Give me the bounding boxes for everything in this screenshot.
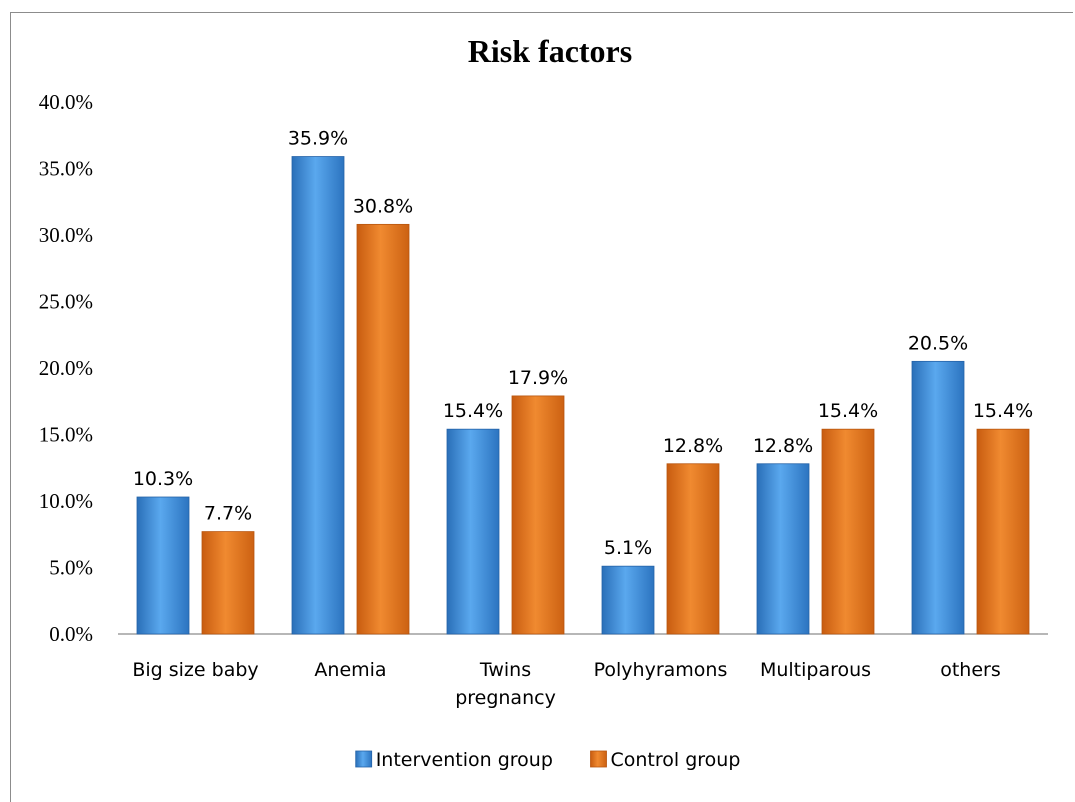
data-label: 7.7% (204, 503, 252, 525)
y-tick-label: 0.0% (49, 622, 93, 646)
y-tick-label: 5.0% (49, 556, 93, 580)
legend-label: Control group (611, 749, 741, 771)
bar-intervention (291, 156, 345, 635)
bar-intervention (911, 360, 965, 635)
x-tick-label: Polyhyramons (594, 659, 728, 681)
y-tick-label: 20.0% (39, 356, 93, 380)
chart-title: Risk factors (468, 33, 632, 69)
x-tick-label: Multiparous (760, 659, 871, 681)
data-label: 15.4% (443, 400, 503, 422)
bar-control (356, 223, 410, 635)
legend-swatch-control (590, 750, 607, 768)
data-label: 35.9% (288, 128, 348, 150)
x-tick-label: Twins (479, 659, 531, 681)
data-label: 15.4% (818, 400, 878, 422)
bar-intervention (756, 463, 810, 635)
bar-intervention (136, 496, 190, 635)
data-label: 15.4% (973, 400, 1033, 422)
y-tick-label: 10.0% (39, 489, 93, 513)
x-tick-label: Anemia (314, 659, 386, 681)
bar-control (821, 428, 875, 635)
data-label: 12.8% (753, 435, 813, 457)
data-label: 5.1% (604, 537, 652, 559)
x-tick-label: others (940, 659, 1001, 681)
data-label: 20.5% (908, 332, 968, 354)
y-tick-label: 40.0% (39, 90, 93, 114)
bar-control (666, 463, 720, 635)
y-tick-label: 35.0% (39, 157, 93, 181)
data-label: 12.8% (663, 435, 723, 457)
bar-control (201, 531, 255, 635)
bar-control (511, 395, 565, 635)
x-tick-label: pregnancy (455, 687, 556, 709)
data-label: 10.3% (133, 468, 193, 490)
legend-swatch-intervention (355, 750, 373, 768)
legend-label: Intervention group (376, 749, 553, 771)
data-label: 17.9% (508, 367, 568, 389)
bar-intervention (601, 565, 655, 635)
y-tick-label: 15.0% (39, 423, 93, 447)
y-tick-label: 25.0% (39, 290, 93, 314)
chart-frame (10, 12, 1073, 802)
bar-control (976, 428, 1030, 635)
y-tick-label: 30.0% (39, 223, 93, 247)
x-tick-label: Big size baby (132, 659, 258, 681)
bar-intervention (446, 428, 500, 635)
data-label: 30.8% (353, 195, 413, 217)
